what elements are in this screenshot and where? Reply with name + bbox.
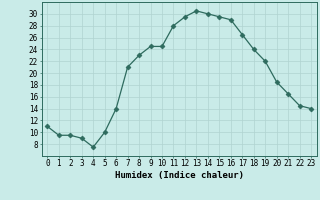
X-axis label: Humidex (Indice chaleur): Humidex (Indice chaleur): [115, 171, 244, 180]
